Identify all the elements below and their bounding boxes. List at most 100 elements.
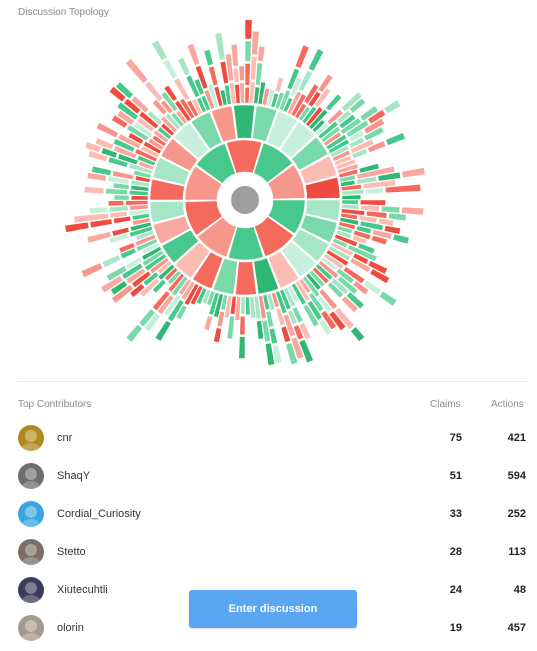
topology-arc[interactable] [130, 179, 150, 188]
topology-arc[interactable] [340, 179, 356, 187]
topology-arc[interactable] [330, 277, 349, 295]
topology-arc[interactable] [298, 105, 312, 122]
contributor-row[interactable]: cnr 75 421 [0, 419, 537, 457]
topology-arc[interactable] [203, 315, 214, 332]
topology-arc[interactable] [365, 187, 384, 195]
contributor-row[interactable]: Cordial_Curiosity 33 252 [0, 495, 537, 533]
topology-arc[interactable] [244, 63, 251, 86]
topology-arc[interactable] [105, 265, 128, 282]
topology-arc[interactable] [100, 147, 118, 159]
topology-arc[interactable] [303, 83, 320, 105]
topology-arc[interactable] [129, 204, 149, 211]
topology-arc[interactable] [290, 136, 329, 171]
topology-arc[interactable] [138, 110, 160, 130]
topology-arc[interactable] [348, 129, 366, 143]
topology-arc[interactable] [308, 108, 329, 130]
topology-arc[interactable] [147, 137, 165, 151]
contributor-name[interactable]: Stetto [57, 546, 86, 558]
topology-arc[interactable] [216, 310, 226, 328]
topology-arc[interactable] [244, 20, 253, 40]
topology-arc[interactable] [144, 253, 167, 272]
topology-arc[interactable] [291, 306, 304, 324]
topology-arc[interactable] [124, 58, 149, 84]
topology-arc[interactable] [87, 150, 109, 163]
topology-arc[interactable] [327, 138, 350, 155]
topology-arc[interactable] [290, 336, 305, 360]
contributor-row[interactable]: olorin 19 457 [0, 609, 537, 647]
topology-arc[interactable] [287, 285, 300, 304]
topology-arc[interactable] [86, 231, 112, 244]
topology-arc[interactable] [317, 260, 340, 279]
topology-arc[interactable] [302, 304, 320, 328]
topology-arc[interactable] [219, 60, 229, 85]
topology-arc[interactable] [325, 249, 350, 267]
topology-arc[interactable] [356, 175, 378, 185]
topology-arc[interactable] [117, 153, 139, 166]
topology-arc[interactable] [143, 312, 161, 333]
topology-arc[interactable] [179, 97, 196, 120]
topology-arc[interactable] [352, 229, 372, 241]
topology-arc[interactable] [341, 194, 362, 200]
topology-arc[interactable] [119, 247, 137, 260]
topology-arc[interactable] [131, 270, 152, 289]
topology-arc[interactable] [341, 199, 359, 205]
topology-arc[interactable] [340, 183, 362, 192]
topology-arc[interactable] [244, 86, 250, 104]
topology-arc[interactable] [203, 89, 215, 110]
topology-arc[interactable] [173, 77, 191, 102]
topology-arc[interactable] [335, 158, 357, 170]
topology-arc[interactable] [224, 53, 234, 82]
topology-arc[interactable] [133, 169, 152, 179]
topology-arc[interactable] [213, 293, 224, 318]
topology-arc[interactable] [286, 67, 301, 91]
topology-arc[interactable] [357, 242, 376, 255]
topology-arc[interactable] [238, 65, 245, 82]
contributor-name[interactable]: Cordial_Curiosity [57, 508, 141, 520]
topology-arc[interactable] [167, 270, 182, 286]
topology-arc[interactable] [306, 300, 323, 321]
topology-arc[interactable] [363, 117, 386, 135]
topology-arc[interactable] [171, 275, 189, 297]
topology-arc[interactable] [294, 280, 311, 302]
topology-arc[interactable] [283, 286, 296, 308]
topology-arc[interactable] [129, 282, 146, 298]
topology-arc[interactable] [244, 40, 252, 62]
topology-arc[interactable] [305, 272, 322, 291]
topology-arc[interactable] [160, 138, 199, 172]
topology-arc[interactable] [279, 288, 292, 311]
topology-arc[interactable] [177, 278, 192, 296]
topology-arc[interactable] [186, 99, 200, 118]
topology-arc[interactable] [152, 129, 170, 144]
topology-arc[interactable] [213, 327, 222, 343]
topology-arc[interactable] [315, 263, 334, 281]
topology-arc[interactable] [64, 221, 90, 233]
topology-arc[interactable] [131, 213, 150, 221]
topology-arc[interactable] [151, 39, 168, 61]
topology-arc[interactable] [340, 208, 366, 216]
topology-arc[interactable] [132, 121, 154, 139]
topology-arc[interactable] [285, 342, 299, 366]
topology-arc[interactable] [86, 171, 107, 182]
topology-arc[interactable] [174, 99, 192, 122]
topology-arc[interactable] [121, 262, 144, 280]
topology-arc[interactable] [348, 97, 367, 114]
topology-arc[interactable] [341, 204, 360, 210]
topology-arc[interactable] [149, 200, 186, 224]
topology-arc[interactable] [323, 131, 342, 147]
topology-arc[interactable] [367, 108, 387, 125]
topology-arc[interactable] [213, 86, 224, 107]
topology-arc[interactable] [253, 295, 262, 320]
topology-arc[interactable] [163, 266, 179, 282]
topology-arc[interactable] [117, 133, 142, 150]
topology-arc[interactable] [152, 157, 190, 186]
topology-arc[interactable] [294, 102, 308, 120]
topology-arc[interactable] [177, 56, 191, 76]
topology-arc[interactable] [136, 116, 155, 133]
topology-arc[interactable] [385, 132, 406, 146]
topology-arc[interactable] [289, 76, 303, 98]
topology-arc[interactable] [130, 184, 150, 192]
topology-arc[interactable] [184, 165, 223, 201]
topology-arc[interactable] [126, 124, 150, 142]
topology-arc[interactable] [226, 315, 235, 340]
topology-arc[interactable] [328, 245, 351, 262]
